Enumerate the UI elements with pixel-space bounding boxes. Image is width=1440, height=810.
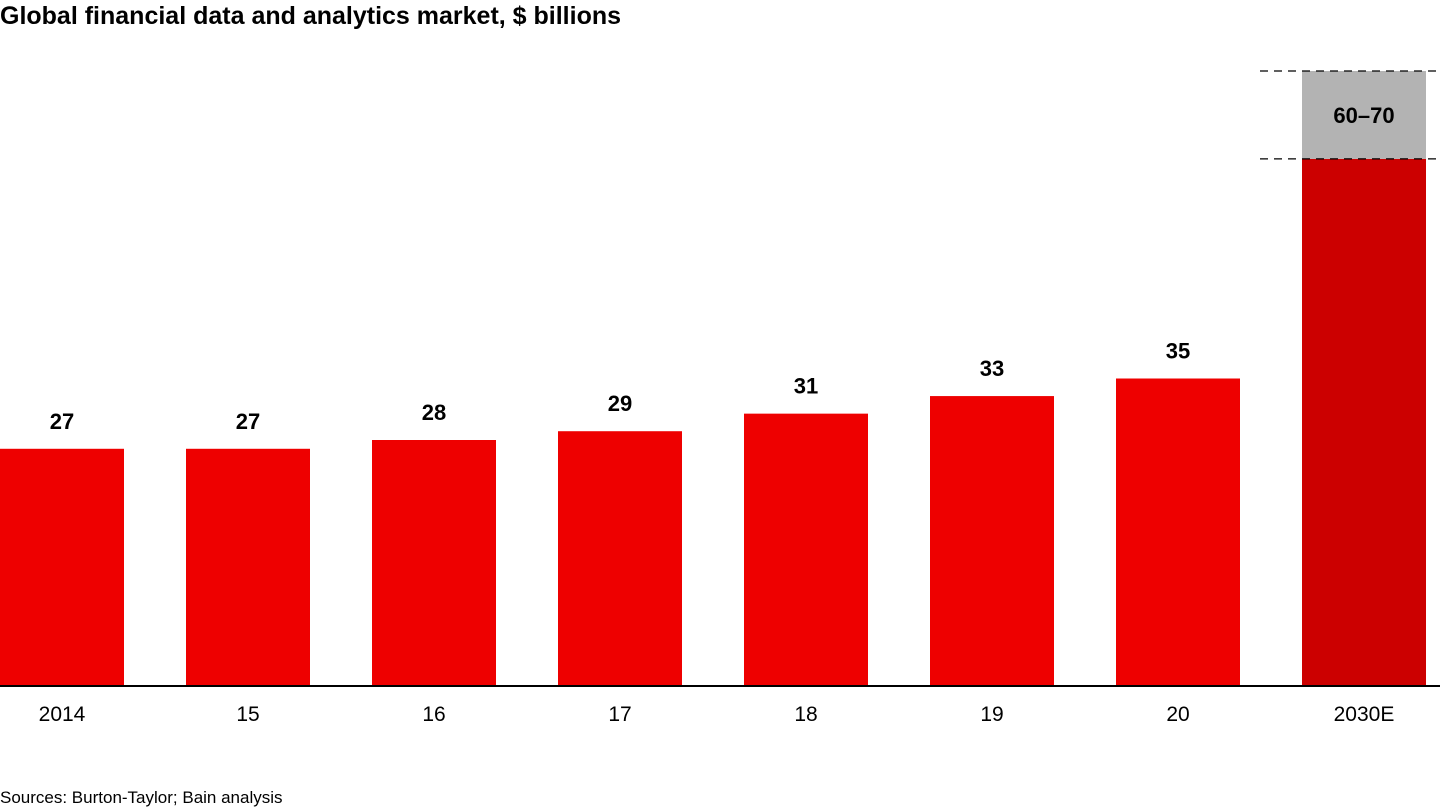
value-label-2030E: 60–70 [1333,103,1394,128]
tick-labels-layer: 2014 15 16 17 18 19 20 2030E [39,703,1395,726]
bar-2030E [1302,158,1426,686]
tick-label-2014: 2014 [39,703,86,726]
tick-label-20: 20 [1166,703,1189,726]
bar-15 [186,448,310,686]
bar-20 [1116,378,1240,686]
value-labels-layer: 27 27 28 29 31 33 35 60–70 [50,103,1395,434]
tick-label-15: 15 [236,703,259,726]
source-note: Sources: Burton-Taylor; Bain analysis [0,788,283,807]
value-label-17: 29 [608,391,632,416]
value-label-2014: 27 [50,409,74,434]
value-label-16: 28 [422,400,446,425]
tick-label-16: 16 [422,703,445,726]
bars-layer [0,70,1440,686]
value-label-20: 35 [1166,339,1190,364]
bar-2014 [0,448,124,686]
value-label-15: 27 [236,409,260,434]
bar-17 [558,431,682,686]
tick-label-2030E: 2030E [1334,703,1395,726]
bar-chart: 27 27 28 29 31 33 35 60–70 2014 15 16 17 18 19 20 2030… [0,70,1440,726]
bar-18 [744,413,868,686]
tick-label-18: 18 [794,703,817,726]
bar-19 [930,396,1054,686]
value-label-19: 33 [980,356,1004,381]
chart-title: Global financial data and analytics mark… [0,2,622,30]
bar-16 [372,440,496,686]
value-label-18: 31 [794,374,818,399]
tick-label-19: 19 [980,703,1003,726]
estimate-range-2030E [1302,71,1426,159]
tick-label-17: 17 [608,703,631,726]
